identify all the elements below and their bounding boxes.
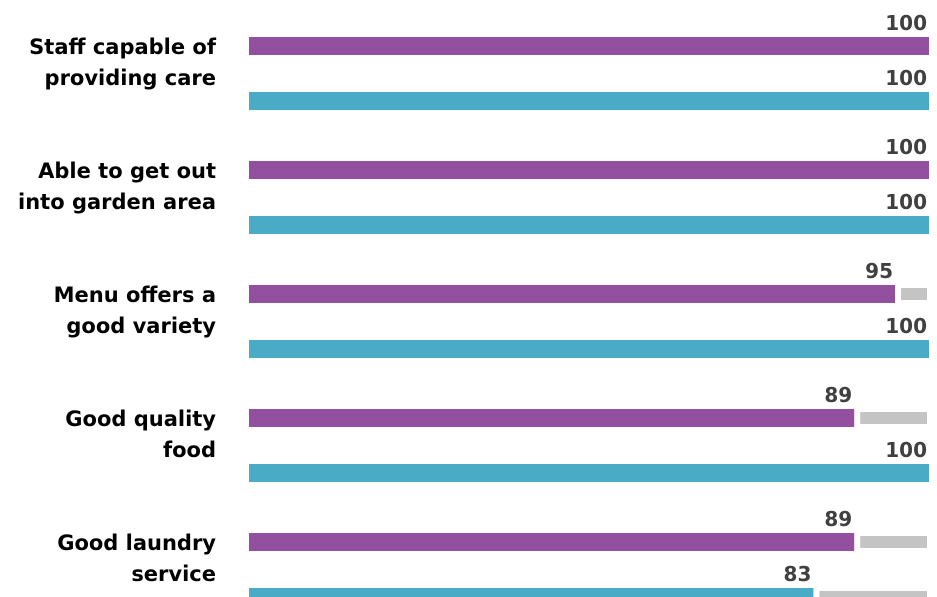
category-label-line: Good laundry — [57, 531, 216, 555]
value-label: 100 — [885, 190, 927, 214]
bar — [249, 340, 929, 358]
category-label-line: Able to get out — [38, 159, 216, 183]
category-label-line: Menu offers a — [53, 283, 216, 307]
category-label: Able to get out into garden area — [0, 156, 216, 218]
value-label: 89 — [824, 507, 852, 531]
category-label-line: food — [162, 438, 216, 462]
bar — [249, 285, 895, 303]
value-label: 95 — [865, 259, 893, 283]
category-label-line: good variety — [66, 314, 216, 338]
bar — [249, 533, 855, 551]
category-label: Staff capable of providing care — [0, 32, 216, 94]
category-label-line: service — [131, 562, 216, 586]
category-label-line: Staff capable of — [29, 35, 216, 59]
bar — [249, 161, 929, 179]
bar-remainder — [819, 591, 927, 597]
bar — [249, 409, 855, 427]
category-label-line: Good quality — [65, 407, 216, 431]
category-label: Menu offers a good variety — [0, 280, 216, 342]
value-label: 100 — [885, 11, 927, 35]
value-label: 100 — [885, 135, 927, 159]
value-label: 83 — [784, 562, 812, 586]
bar — [249, 37, 929, 55]
bar — [249, 464, 929, 482]
value-label: 89 — [824, 383, 852, 407]
bar-remainder — [860, 536, 927, 548]
bar-remainder — [901, 288, 927, 300]
value-label: 100 — [885, 438, 927, 462]
value-label: 100 — [885, 314, 927, 338]
bar — [249, 216, 929, 234]
bar-remainder — [860, 412, 927, 424]
category-label-line: into garden area — [18, 190, 216, 214]
category-label: Good laundry service — [0, 528, 216, 590]
category-label-line: providing care — [44, 66, 216, 90]
bar — [249, 92, 929, 110]
value-label: 100 — [885, 66, 927, 90]
category-label: Good quality food — [0, 404, 216, 466]
bar — [249, 588, 814, 597]
